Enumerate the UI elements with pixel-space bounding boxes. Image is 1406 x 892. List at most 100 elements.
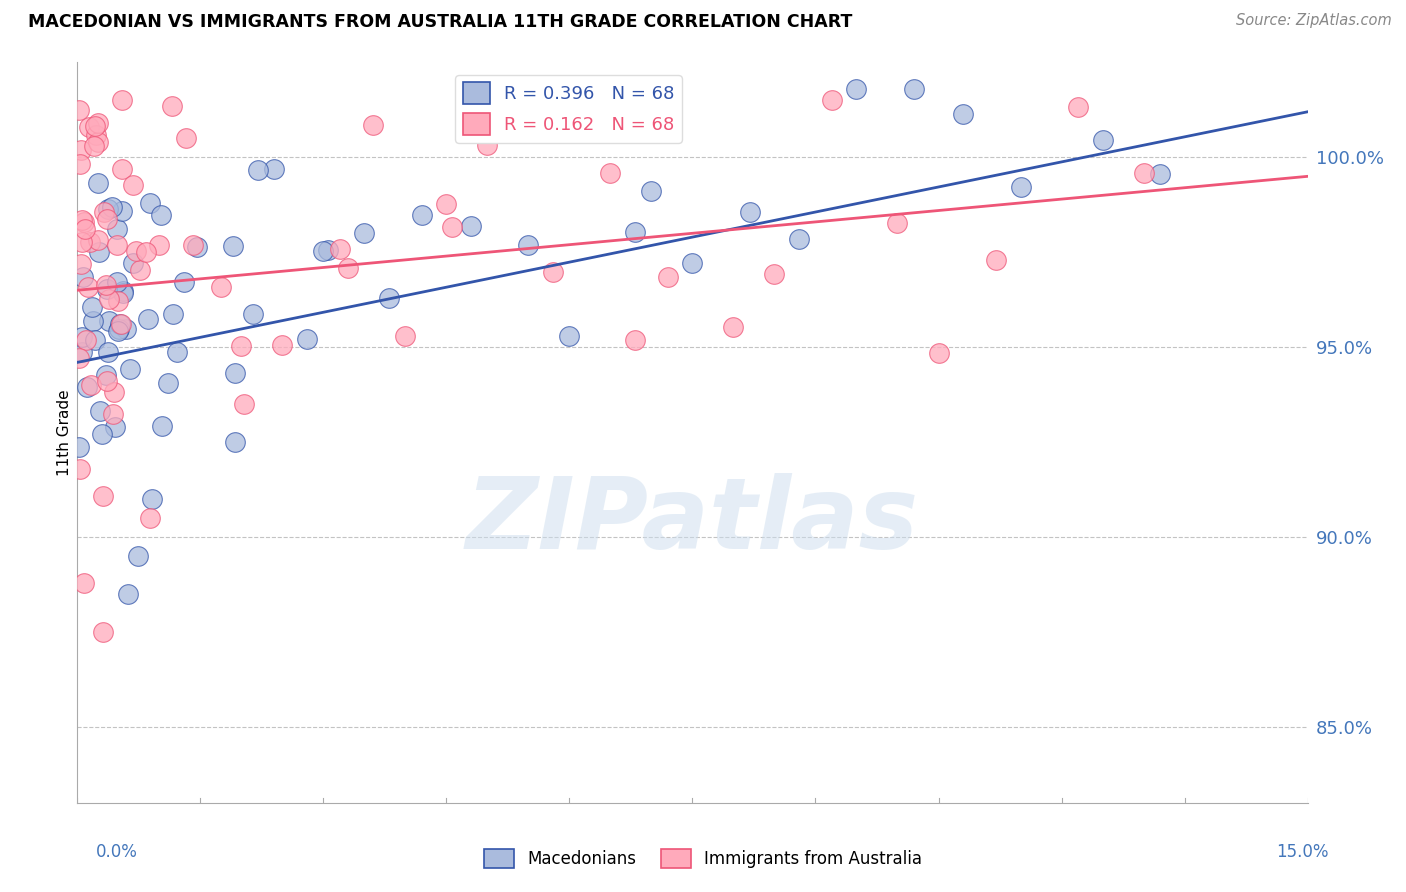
Point	[640, 184, 662, 198]
Point	[738, 204, 761, 219]
Point	[105, 237, 128, 252]
Point	[763, 267, 786, 281]
Point	[93, 205, 115, 219]
Point	[111, 286, 134, 301]
Point	[224, 366, 246, 380]
Point	[129, 263, 152, 277]
Point	[70, 235, 93, 250]
Point	[263, 161, 285, 176]
Point	[312, 244, 335, 259]
Point	[75, 333, 97, 347]
Point	[1149, 167, 1171, 181]
Point	[96, 374, 118, 388]
Point	[242, 307, 264, 321]
Point	[87, 116, 110, 130]
Point	[378, 291, 401, 305]
Point	[67, 440, 90, 454]
Point	[845, 82, 868, 96]
Text: ZIPatlas: ZIPatlas	[465, 473, 920, 570]
Point	[316, 243, 339, 257]
Point	[984, 253, 1007, 268]
Point	[139, 195, 162, 210]
Point	[83, 333, 105, 347]
Point	[886, 216, 908, 230]
Point	[150, 419, 173, 434]
Point	[174, 131, 197, 145]
Point	[107, 293, 129, 308]
Point	[72, 270, 94, 285]
Point	[181, 238, 204, 252]
Point	[411, 208, 433, 222]
Point	[558, 328, 581, 343]
Point	[105, 275, 128, 289]
Point	[162, 308, 184, 322]
Point	[329, 242, 352, 256]
Point	[69, 257, 91, 271]
Point	[231, 339, 253, 353]
Point	[541, 265, 564, 279]
Point	[122, 178, 145, 192]
Point	[77, 120, 100, 134]
Point	[460, 219, 482, 234]
Point	[441, 219, 464, 234]
Point	[723, 320, 745, 334]
Point	[87, 135, 110, 149]
Text: Source: ZipAtlas.com: Source: ZipAtlas.com	[1236, 13, 1392, 29]
Point	[903, 82, 925, 96]
Point	[97, 345, 120, 359]
Point	[67, 103, 90, 117]
Point	[160, 99, 183, 113]
Point	[69, 156, 91, 170]
Point	[599, 166, 621, 180]
Point	[73, 575, 96, 590]
Point	[75, 221, 97, 235]
Point	[84, 128, 107, 142]
Legend: R = 0.396   N = 68, R = 0.162   N = 68: R = 0.396 N = 68, R = 0.162 N = 68	[456, 75, 682, 143]
Point	[87, 245, 110, 260]
Text: 0.0%: 0.0%	[96, 843, 138, 861]
Point	[79, 235, 101, 249]
Point	[186, 240, 208, 254]
Point	[76, 380, 98, 394]
Text: 15.0%: 15.0%	[1277, 843, 1329, 861]
Point	[82, 314, 104, 328]
Point	[91, 624, 114, 639]
Point	[96, 212, 118, 227]
Point	[94, 278, 117, 293]
Point	[173, 275, 195, 289]
Point	[83, 139, 105, 153]
Point	[108, 318, 131, 332]
Point	[70, 330, 93, 344]
Y-axis label: 11th Grade: 11th Grade	[56, 389, 72, 476]
Point	[70, 213, 93, 227]
Point	[107, 322, 129, 336]
Point	[436, 197, 458, 211]
Point	[394, 329, 416, 343]
Point	[232, 397, 254, 411]
Point	[1067, 100, 1090, 114]
Point	[87, 233, 110, 247]
Point	[353, 226, 375, 240]
Point	[105, 222, 128, 236]
Point	[624, 225, 647, 239]
Point	[89, 404, 111, 418]
Point	[103, 385, 125, 400]
Point	[224, 435, 246, 450]
Point	[111, 284, 134, 298]
Point	[91, 427, 114, 442]
Point	[107, 324, 129, 338]
Point	[246, 163, 269, 178]
Point	[110, 204, 132, 219]
Point	[148, 237, 170, 252]
Point	[787, 232, 810, 246]
Legend: Macedonians, Immigrants from Australia: Macedonians, Immigrants from Australia	[477, 842, 929, 875]
Text: MACEDONIAN VS IMMIGRANTS FROM AUSTRALIA 11TH GRADE CORRELATION CHART: MACEDONIAN VS IMMIGRANTS FROM AUSTRALIA …	[28, 13, 852, 31]
Point	[821, 94, 844, 108]
Point	[76, 279, 98, 293]
Point	[657, 270, 679, 285]
Point	[93, 489, 115, 503]
Point	[1010, 180, 1032, 194]
Point	[104, 420, 127, 434]
Point	[125, 244, 148, 259]
Point	[70, 344, 93, 359]
